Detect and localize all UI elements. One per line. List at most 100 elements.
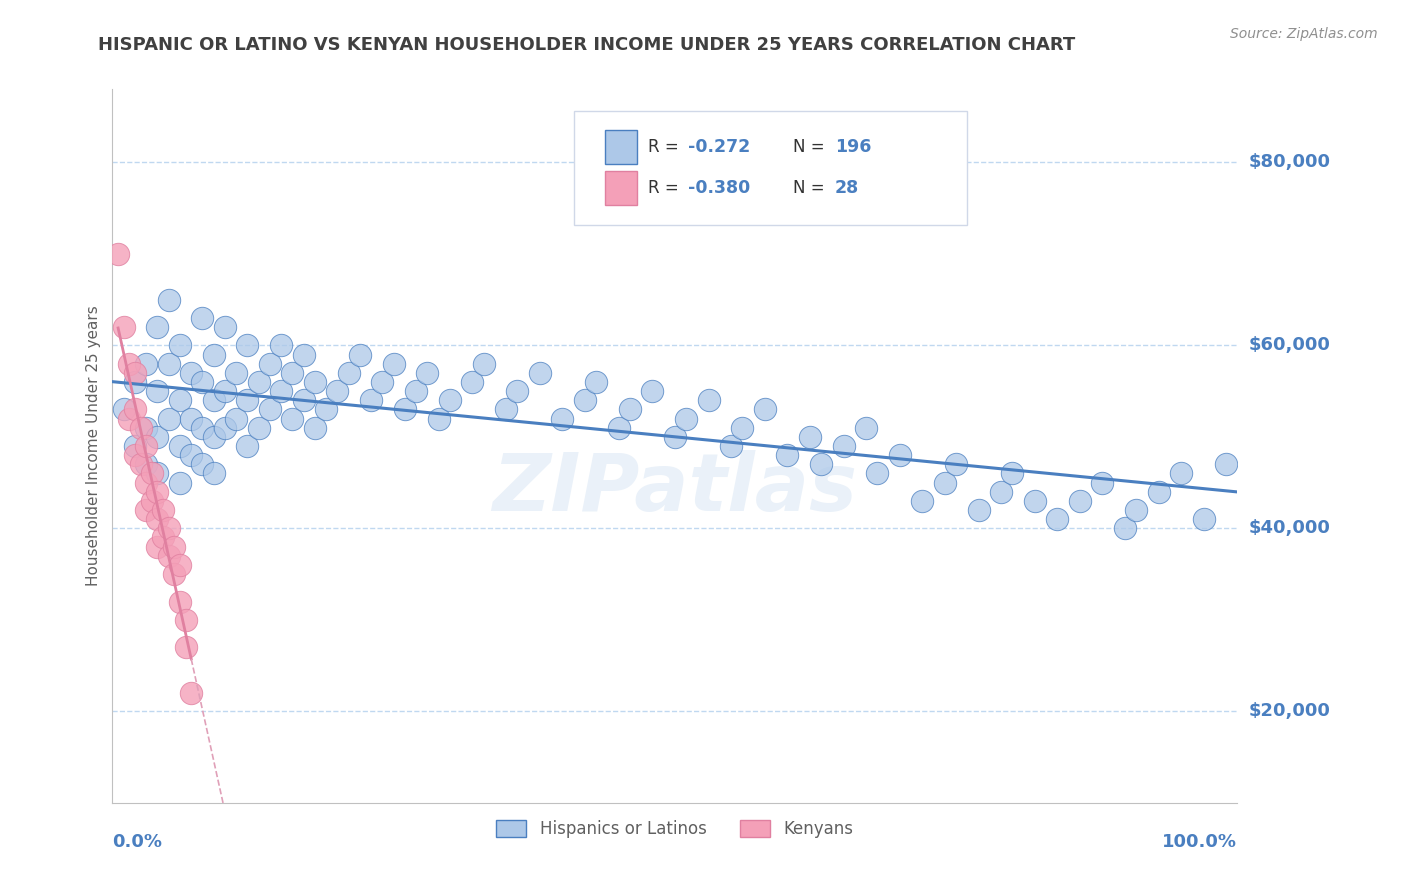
Point [157, 293, 180, 307]
Point [180, 448, 202, 462]
Text: 196: 196 [835, 138, 870, 156]
Point [129, 420, 152, 434]
Point [152, 503, 174, 517]
Point [202, 393, 225, 408]
Point [832, 439, 855, 453]
Text: $60,000: $60,000 [1249, 336, 1330, 354]
Point [720, 439, 742, 453]
Point [1001, 467, 1024, 481]
Y-axis label: Householder Income Under 25 years: Householder Income Under 25 years [86, 306, 101, 586]
Point [236, 439, 259, 453]
Point [337, 366, 360, 380]
Point [1046, 512, 1069, 526]
Point [472, 357, 495, 371]
Point [585, 375, 607, 389]
Point [697, 393, 720, 408]
Point [180, 366, 202, 380]
Point [607, 420, 630, 434]
Text: R =: R = [648, 138, 683, 156]
Point [855, 420, 877, 434]
Point [416, 366, 439, 380]
Text: HISPANIC OR LATINO VS KENYAN HOUSEHOLDER INCOME UNDER 25 YEARS CORRELATION CHART: HISPANIC OR LATINO VS KENYAN HOUSEHOLDER… [98, 36, 1076, 54]
Point [146, 540, 169, 554]
Point [146, 484, 169, 499]
Point [270, 384, 292, 398]
Point [866, 467, 889, 481]
Point [202, 467, 225, 481]
Point [157, 549, 180, 563]
Point [990, 484, 1012, 499]
Legend: Hispanics or Latinos, Kenyans: Hispanics or Latinos, Kenyans [489, 813, 860, 845]
Point [169, 558, 191, 572]
Point [247, 420, 270, 434]
Point [1114, 521, 1136, 535]
Point [810, 458, 832, 472]
Point [107, 247, 129, 261]
Point [169, 393, 191, 408]
Point [1125, 503, 1147, 517]
Point [259, 402, 281, 417]
Text: -0.272: -0.272 [689, 138, 751, 156]
Text: 100.0%: 100.0% [1163, 833, 1237, 851]
Text: ZIPatlas: ZIPatlas [492, 450, 858, 528]
Point [225, 411, 247, 425]
Point [157, 357, 180, 371]
Point [889, 448, 911, 462]
Point [675, 411, 697, 425]
Point [180, 411, 202, 425]
Point [135, 475, 157, 490]
Point [141, 494, 163, 508]
Point [135, 458, 157, 472]
FancyBboxPatch shape [574, 111, 967, 225]
Point [169, 594, 191, 608]
Point [169, 439, 191, 453]
Point [146, 512, 169, 526]
Point [945, 458, 967, 472]
Point [349, 347, 371, 361]
Point [382, 357, 405, 371]
Point [731, 420, 754, 434]
Point [124, 439, 146, 453]
Point [427, 411, 450, 425]
Point [799, 430, 821, 444]
Point [619, 402, 641, 417]
Point [1192, 512, 1215, 526]
Point [259, 357, 281, 371]
Point [135, 439, 157, 453]
Point [439, 393, 461, 408]
Point [529, 366, 551, 380]
Text: N =: N = [793, 178, 830, 196]
Point [146, 467, 169, 481]
Point [551, 411, 574, 425]
Point [506, 384, 529, 398]
Point [394, 402, 416, 417]
Bar [605, 170, 637, 205]
Point [118, 357, 141, 371]
Point [371, 375, 394, 389]
Point [169, 338, 191, 352]
Point [1024, 494, 1046, 508]
Point [664, 430, 686, 444]
Point [495, 402, 517, 417]
Point [405, 384, 427, 398]
Point [124, 402, 146, 417]
Text: R =: R = [648, 178, 683, 196]
Point [225, 366, 247, 380]
Point [315, 402, 337, 417]
Point [1091, 475, 1114, 490]
Point [180, 686, 202, 700]
Point [574, 393, 596, 408]
Point [326, 384, 349, 398]
Text: $80,000: $80,000 [1249, 153, 1330, 171]
Point [112, 320, 135, 334]
Bar [605, 130, 637, 164]
Point [163, 540, 186, 554]
Point [214, 420, 236, 434]
Point [191, 375, 214, 389]
Point [152, 531, 174, 545]
Point [281, 366, 304, 380]
Point [1170, 467, 1192, 481]
Point [214, 320, 236, 334]
Point [934, 475, 956, 490]
Point [124, 448, 146, 462]
